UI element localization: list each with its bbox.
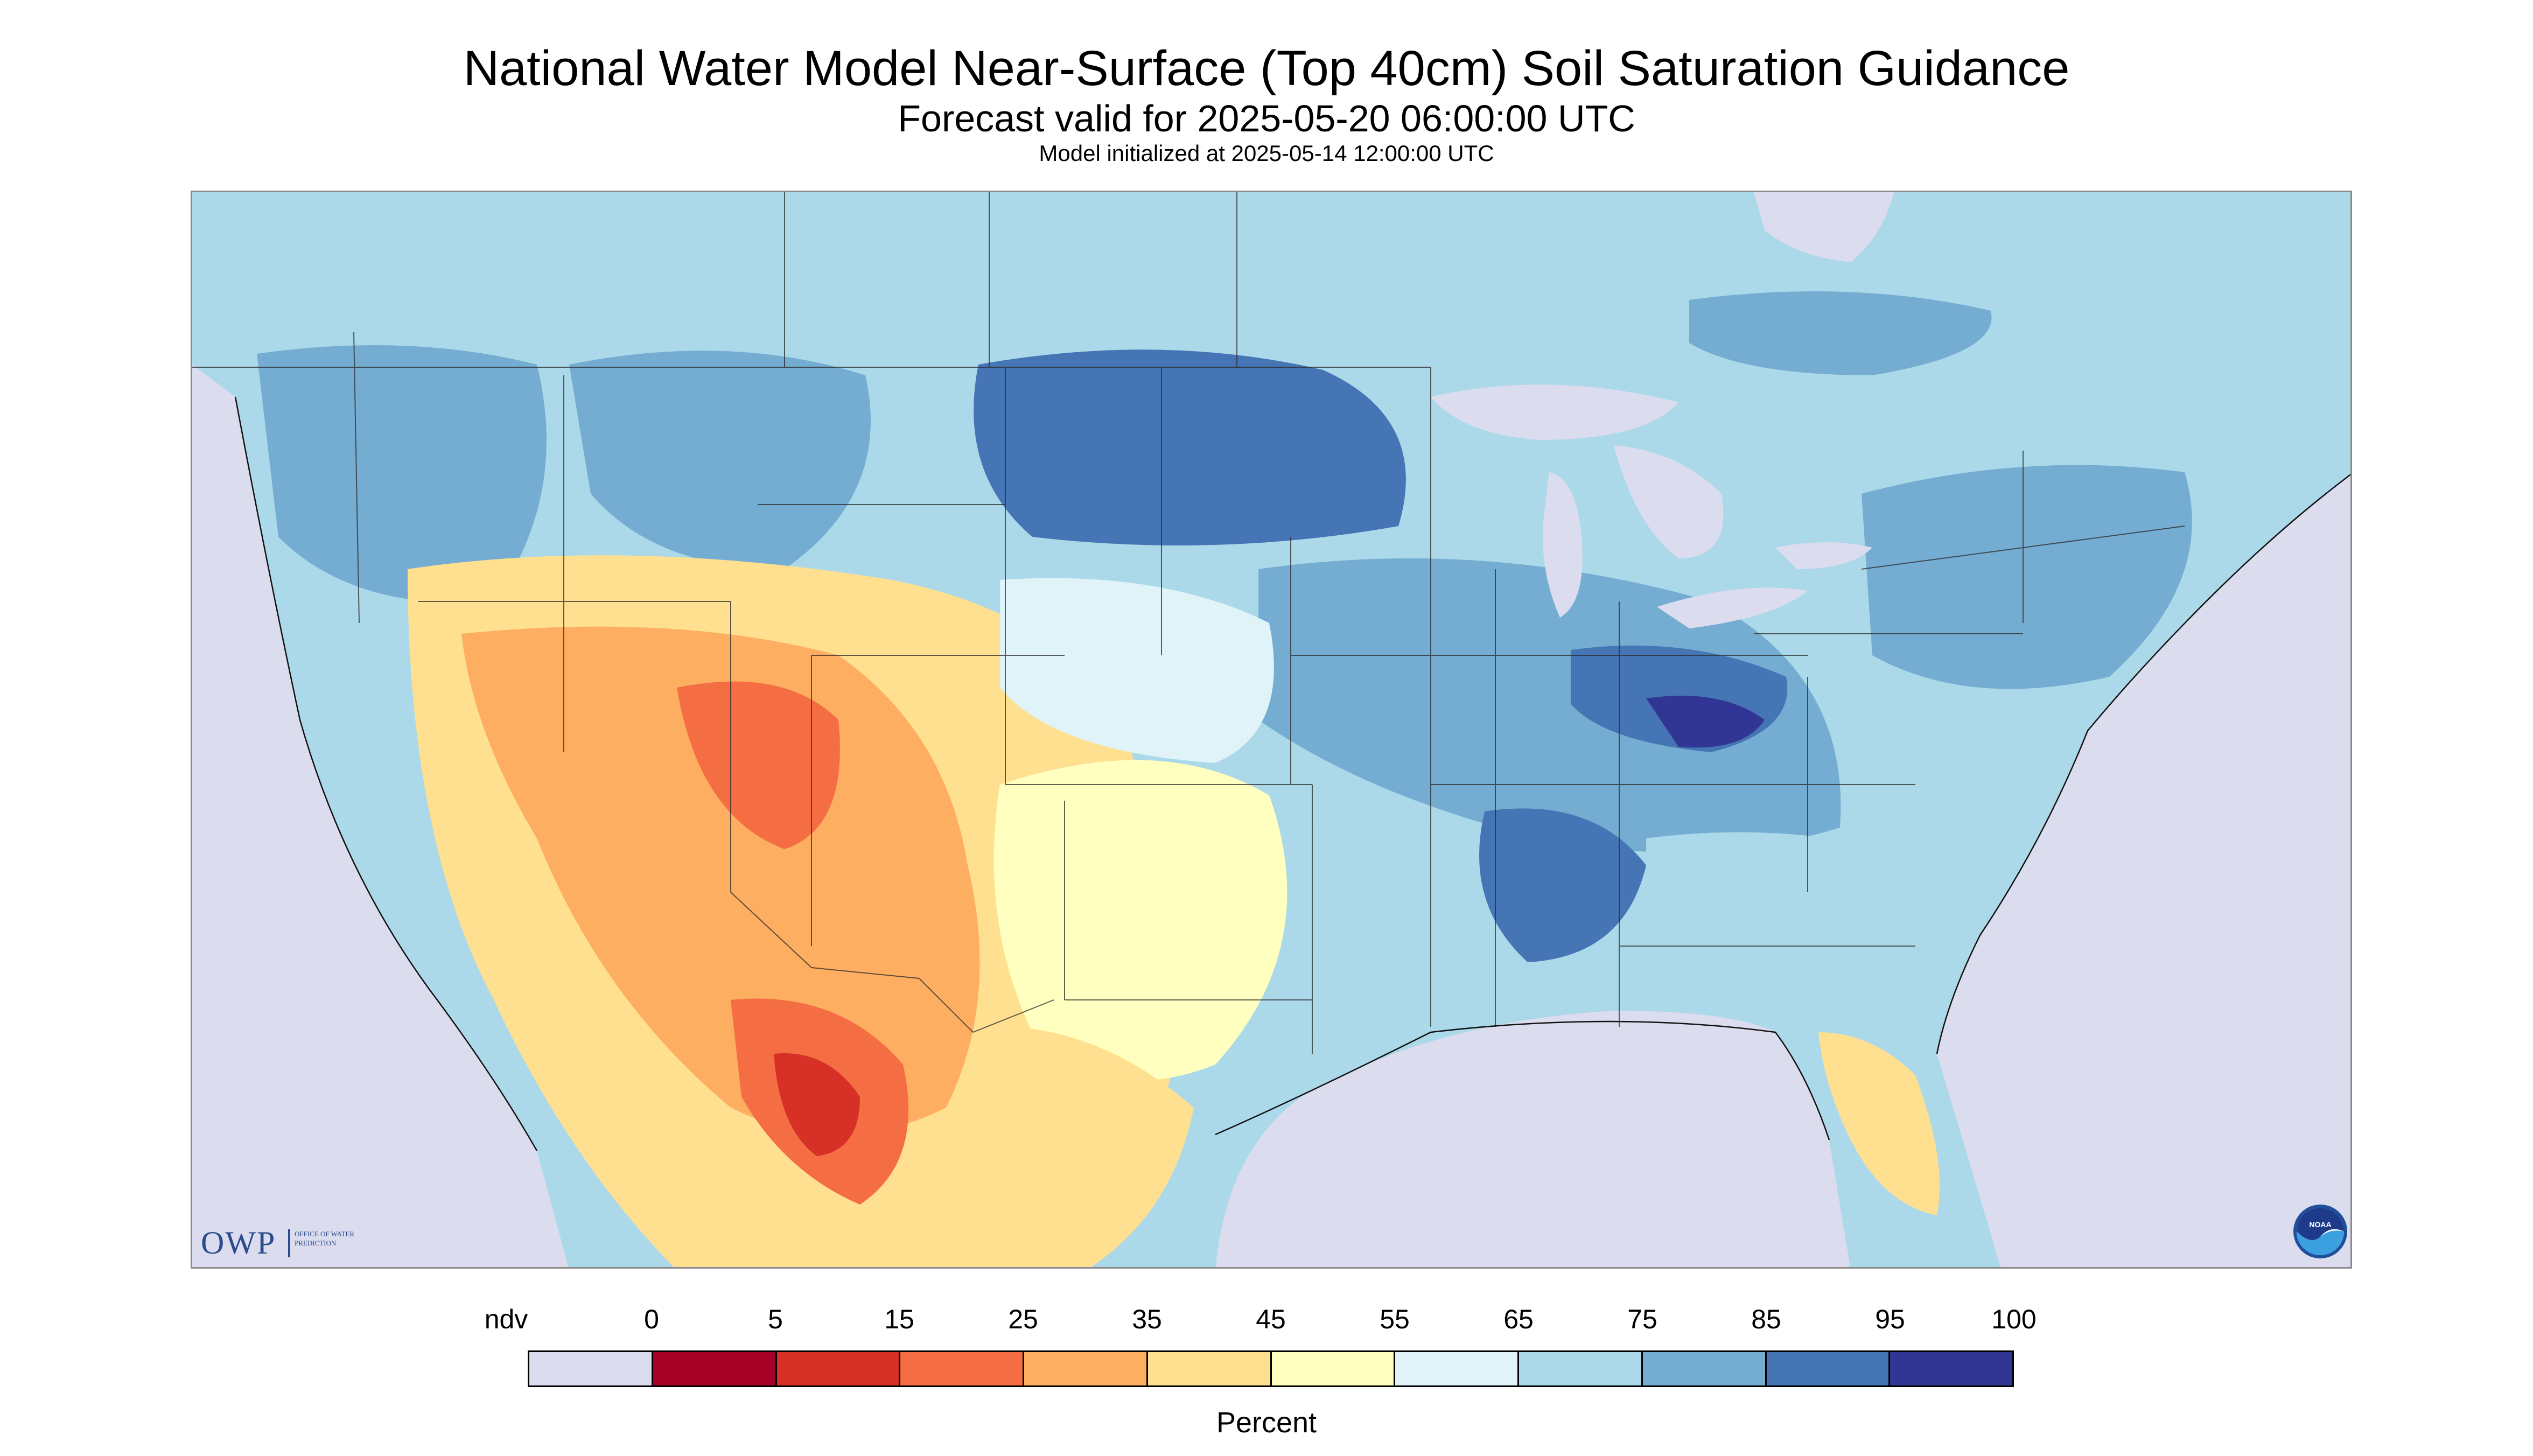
legend-bin-ndv [529,1352,653,1385]
rockies-wet [569,351,871,569]
wet-midwest [1258,558,1841,852]
driest-sonora-core [774,1053,860,1156]
southeast-moist [1646,832,1969,1032]
wet-quebec [1689,291,1992,375]
legend-tick-15: 15 [884,1304,914,1334]
legend-tick-65: 65 [1503,1304,1534,1334]
legend-tick-100: 100 [1991,1304,2037,1334]
legend-tick-35: 35 [1132,1304,1162,1334]
legend-bin-95-100 [1890,1352,2012,1385]
owp-logo[interactable]: OWP OFFICE OF WATER PREDICTION [201,1224,373,1262]
legend-bin-75-85 [1642,1352,1767,1385]
plains-near-normal [1000,578,1274,763]
dry-southwest-core [461,626,980,1135]
lake-erie [1657,587,1808,628]
atlantic-ocean [1937,474,2350,1267]
gulf-of-mexico [1215,1011,1851,1267]
wet-northern-plains [974,349,1406,545]
legend-tick-25: 25 [1008,1304,1038,1334]
coastlines [234,396,2350,1151]
color-legend [528,1350,2014,1387]
legend-bin-15-25 [900,1352,1024,1385]
pacific-ocean [192,365,569,1267]
legend-bin-5-15 [776,1352,901,1385]
legend-tick-45: 45 [1256,1304,1286,1334]
legend-tick-0: 0 [644,1304,659,1334]
state-boundaries [192,192,2185,1054]
wet-northeast [1862,465,2192,689]
hudson-bay [1754,192,1894,262]
legend-bin-55-65 [1395,1352,1519,1385]
very-dry-arizona [677,681,840,849]
model-init-time: Model initialized at 2025-05-14 12:00:00… [1039,141,1494,166]
soil-saturation-map: OWP OFFICE OF WATER PREDICTION NOAA [191,191,2352,1269]
florida-dry [1818,1032,1940,1215]
forecast-valid-time: Forecast valid for 2025-05-20 06:00:00 U… [898,97,1635,139]
owp-logo-divider [288,1229,290,1257]
legend-tick-85: 85 [1751,1304,1781,1334]
legend-bin-35-45 [1147,1352,1272,1385]
map-title: National Water Model Near-Surface (Top 4… [463,41,2070,96]
lake-ontario [1775,542,1872,569]
noaa-emblem-icon: NOAA [2293,1205,2347,1258]
lake-michigan [1543,472,1583,618]
lake-huron [1614,445,1724,558]
baja-dry [537,989,655,1237]
legend-bin-65-75 [1519,1352,1643,1385]
owp-logo-text: OWP [201,1225,276,1261]
legend-unit-label: Percent [1216,1406,1317,1439]
legend-bin-45-55 [1271,1352,1396,1385]
legend-tick-95: 95 [1875,1304,1905,1334]
pnw-wet [257,345,547,603]
noaa-logo-text: NOAA [2309,1220,2331,1229]
wet-mississippi [1479,808,1646,962]
lake-superior [1431,384,1678,440]
legend-tick-ndv: ndv [484,1304,528,1334]
legend-bin-25-35 [1024,1352,1148,1385]
legend-tick-75: 75 [1627,1304,1657,1334]
legend-tick-55: 55 [1380,1304,1410,1334]
owp-logo-subtext: OFFICE OF WATER PREDICTION [295,1230,355,1247]
legend-tick-5: 5 [768,1304,783,1334]
legend-bin-85-95 [1766,1352,1891,1385]
legend-bin-0-5 [653,1352,777,1385]
legend-tick-labels: ndv 0 5 15 25 35 45 55 65 75 85 95 100 [0,1303,2533,1341]
wettest-core [1646,696,1765,748]
noaa-logo[interactable]: NOAA [2292,1203,2348,1259]
map-canvas [192,192,2350,1267]
south-texas-dry [947,1027,1194,1267]
